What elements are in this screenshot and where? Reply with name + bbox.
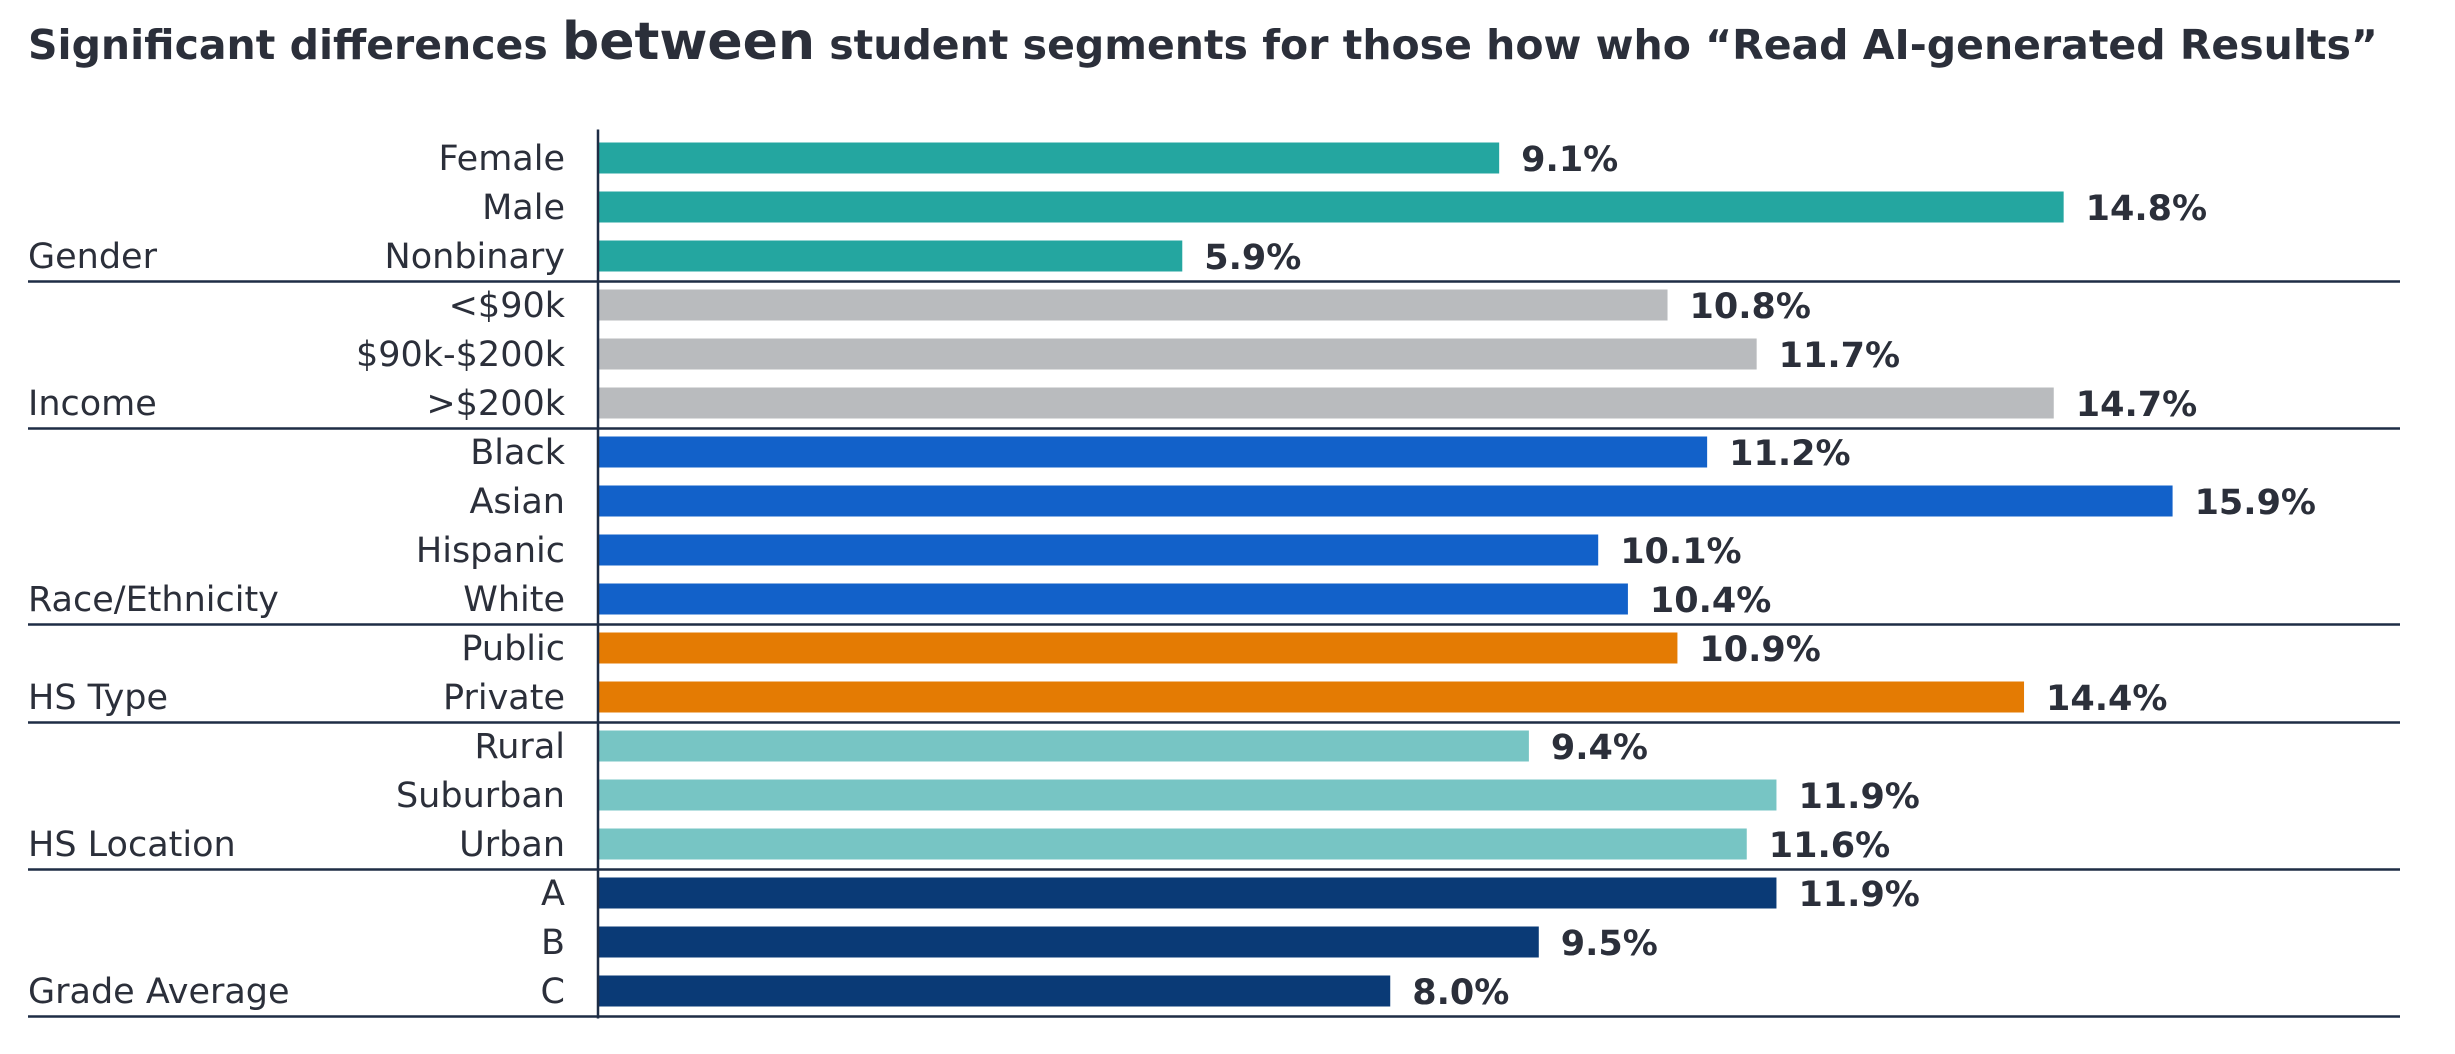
- value-label-grade-average-b: 9.5%: [1561, 924, 1658, 964]
- bar-income-90k-200k: [598, 338, 1757, 370]
- group-label-grade-average: Grade Average: [28, 972, 290, 1012]
- category-label-nonbinary: Nonbinary: [385, 237, 565, 277]
- value-label-hs-type-private: 14.4%: [2046, 679, 2167, 719]
- category-label-rural: Rural: [475, 727, 566, 767]
- value-label-gender-female: 9.1%: [1521, 140, 1618, 180]
- bar-gender-female: [598, 142, 1500, 174]
- group-label-hs-location: HS Location: [28, 825, 236, 865]
- category-label-c: C: [541, 972, 565, 1012]
- value-label-race-ethnicity-white: 10.4%: [1650, 581, 1771, 621]
- category-label-90k-200k: $90k-$200k: [356, 335, 566, 375]
- category-label-public: Public: [461, 629, 565, 669]
- category-label-suburban: Suburban: [396, 776, 565, 816]
- bar-hs-location-suburban: [598, 779, 1777, 811]
- bar-grade-average-c: [598, 975, 1391, 1007]
- value-label-gender-nonbinary: 5.9%: [1204, 238, 1301, 278]
- category-label-white: White: [463, 580, 565, 620]
- title-part-2: between: [562, 12, 815, 72]
- value-label-income-90k: 10.8%: [1690, 287, 1811, 327]
- category-label-a: A: [541, 874, 565, 914]
- chart-title: Significant differences between student …: [28, 12, 2448, 75]
- bar-hs-type-public: [598, 632, 1678, 664]
- category-label-90k: <$90k: [449, 286, 566, 326]
- value-label-hs-location-urban: 11.6%: [1769, 826, 1890, 866]
- group-label-race-ethnicity: Race/Ethnicity: [28, 580, 279, 620]
- group-label-gender: Gender: [28, 237, 158, 277]
- category-label-asian: Asian: [469, 482, 565, 522]
- bar-race-ethnicity-hispanic: [598, 534, 1599, 566]
- bar-grade-average-a: [598, 877, 1777, 909]
- value-label-hs-type-public: 10.9%: [1699, 630, 1820, 670]
- value-label-gender-male: 14.8%: [2086, 189, 2207, 229]
- value-label-hs-location-rural: 9.4%: [1551, 728, 1648, 768]
- category-label-hispanic: Hispanic: [416, 531, 565, 571]
- group-label-income: Income: [28, 384, 157, 424]
- value-label-grade-average-a: 11.9%: [1798, 875, 1919, 915]
- category-label-black: Black: [470, 433, 565, 473]
- bar-race-ethnicity-white: [598, 583, 1628, 615]
- category-label-b: B: [541, 923, 565, 963]
- value-label-hs-location-suburban: 11.9%: [1798, 777, 1919, 817]
- category-label-female: Female: [438, 139, 565, 179]
- bar-race-ethnicity-black: [598, 436, 1708, 468]
- value-label-race-ethnicity-hispanic: 10.1%: [1620, 532, 1741, 572]
- bar-gender-male: [598, 191, 2064, 223]
- bar-hs-location-rural: [598, 730, 1529, 762]
- category-label-male: Male: [482, 188, 565, 228]
- bar-gender-nonbinary: [598, 240, 1183, 272]
- value-label-race-ethnicity-asian: 15.9%: [2195, 483, 2316, 523]
- category-label-private: Private: [443, 678, 565, 718]
- group-label-hs-type: HS Type: [28, 678, 168, 718]
- bar-hs-location-urban: [598, 828, 1747, 860]
- category-label-urban: Urban: [459, 825, 565, 865]
- bar-income-200k: [598, 387, 2054, 419]
- bar-race-ethnicity-asian: [598, 485, 2173, 517]
- title-part-1: Significant differences: [28, 21, 563, 69]
- category-label-200k: >$200k: [426, 384, 565, 424]
- bar-grade-average-b: [598, 926, 1539, 958]
- title-part-3: student segments for those how who “Read…: [814, 21, 2378, 69]
- value-label-income-90k-200k: 11.7%: [1779, 336, 1900, 376]
- bar-hs-type-private: [598, 681, 2025, 713]
- bar-income-90k: [598, 289, 1668, 321]
- value-label-income-200k: 14.7%: [2076, 385, 2197, 425]
- value-label-race-ethnicity-black: 11.2%: [1729, 434, 1850, 474]
- value-label-grade-average-c: 8.0%: [1412, 973, 1509, 1013]
